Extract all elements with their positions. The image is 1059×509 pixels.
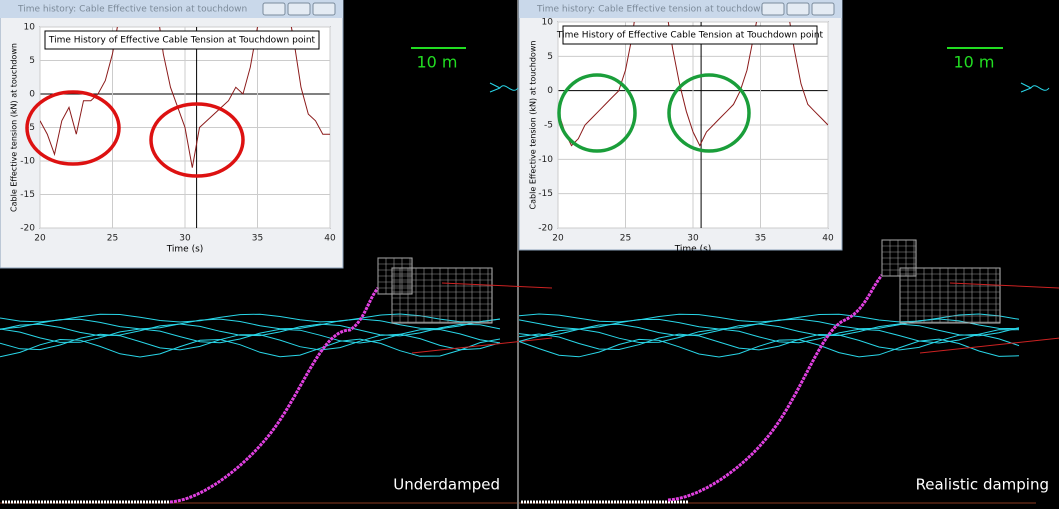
sea-surface-line (0, 318, 501, 330)
y-tick-label: 5 (547, 52, 553, 62)
sea-surface-line (0, 333, 501, 351)
x-axis-label: Time (s) (674, 245, 712, 255)
current-arrow (1020, 82, 1050, 93)
sea-surface-line (518, 333, 1020, 351)
sea-surface-line (518, 313, 1020, 323)
close-button[interactable] (312, 2, 336, 16)
sea-surface-line (518, 323, 1020, 337)
scene: 10 m Underdamped 10 m Realistic damping (0, 47, 1059, 504)
window-title: Time history: Cable Effective tension at… (17, 5, 247, 15)
cable (169, 287, 380, 504)
sea-surface-line (518, 338, 1020, 358)
sea-surface-line (0, 313, 501, 323)
window-title: Time history: Cable Effective tension at… (536, 5, 766, 15)
vessel-outline (919, 282, 1059, 354)
y-tick-label: 0 (29, 90, 35, 100)
x-tick-label: 20 (552, 234, 564, 244)
vessel-outline (411, 282, 553, 354)
x-tick-label: 30 (179, 234, 191, 244)
title-bar (519, 0, 842, 18)
x-tick-label: 25 (620, 234, 631, 244)
charts: Time history: Cable Effective tension at… (0, 0, 843, 269)
close-button[interactable] (811, 2, 835, 16)
y-axis-label: Cable Effective tension (kN) at touchdow… (529, 41, 538, 210)
y-tick-label: -10 (20, 157, 35, 167)
series-line (40, 27, 330, 168)
chart-title: Time History of Effective Cable Tension … (48, 36, 316, 46)
highlight-ring (667, 73, 751, 153)
maximize-button[interactable] (287, 2, 311, 16)
chart-title-box (44, 30, 320, 50)
y-tick-label: -5 (544, 121, 553, 131)
y-tick-label: -5 (26, 123, 35, 133)
scale-label: 10 m (953, 53, 994, 72)
y-tick-label: -15 (538, 189, 553, 199)
minimize-button[interactable] (761, 2, 785, 16)
highlight-ring (25, 90, 121, 166)
highlight-ring (149, 102, 245, 178)
minimize-button[interactable] (262, 2, 286, 16)
x-tick-label: 35 (755, 234, 766, 244)
y-tick-label: -20 (20, 224, 35, 234)
x-axis-label: Time (s) (166, 245, 204, 255)
y-tick-label: -10 (538, 155, 553, 165)
sea-surface-line (0, 323, 501, 337)
chart-title-box (562, 25, 818, 45)
sea-surface-line (518, 328, 1020, 344)
x-tick-label: 35 (252, 234, 263, 244)
chart-window: Time history: Cable Effective tension at… (0, 0, 344, 269)
x-tick-label: 20 (34, 234, 46, 244)
sea-surface-line (518, 318, 1020, 330)
x-tick-label: 40 (324, 234, 336, 244)
x-tick-label: 40 (822, 234, 834, 244)
title-bar (0, 0, 343, 18)
cable (667, 274, 884, 502)
x-tick-label: 30 (687, 234, 699, 244)
maximize-button[interactable] (786, 2, 810, 16)
y-tick-label: 0 (547, 86, 553, 96)
current-arrow (489, 82, 519, 93)
x-tick-label: 25 (107, 234, 118, 244)
y-tick-label: 5 (29, 56, 35, 66)
chart-window: Time history: Cable Effective tension at… (518, 0, 843, 255)
y-tick-label: 10 (542, 18, 554, 28)
caption: Underdamped (393, 476, 500, 494)
y-tick-label: -20 (538, 224, 553, 234)
highlight-ring (557, 73, 637, 153)
y-axis-label: Cable Effective tension (kN) at touchdow… (10, 43, 19, 212)
scale-label: 10 m (416, 53, 457, 72)
sea-surface-line (0, 338, 501, 358)
y-tick-label: 10 (24, 23, 36, 33)
series-line (558, 22, 828, 147)
caption: Realistic damping (916, 476, 1049, 494)
chart-title: Time History of Effective Cable Tension … (556, 31, 824, 41)
y-tick-label: -15 (20, 190, 35, 200)
